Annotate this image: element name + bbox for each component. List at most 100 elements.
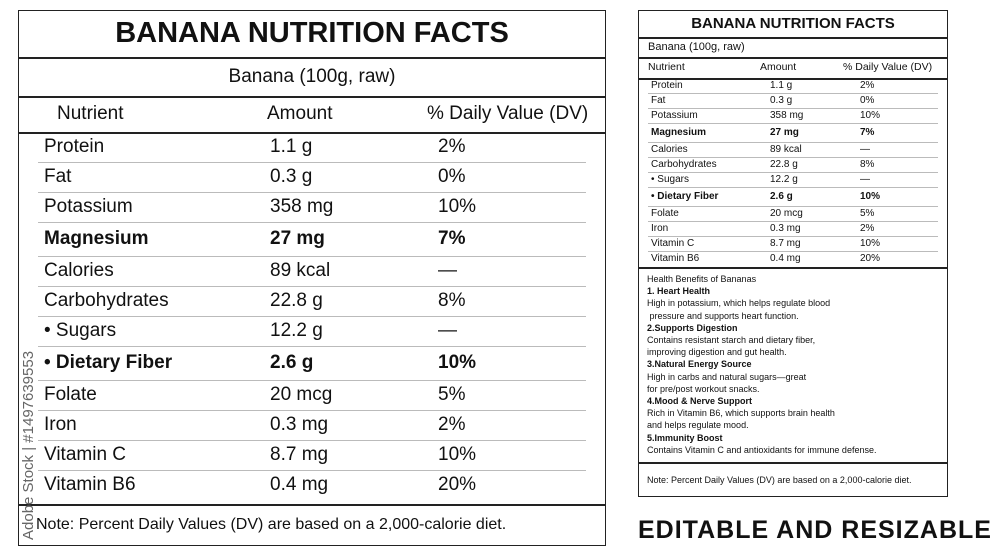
cell: 5% (438, 384, 466, 405)
caption: EDITABLE AND RESIZABLE (638, 516, 992, 544)
cell: 10% (438, 352, 477, 373)
cell: 358 mg (270, 196, 334, 217)
cell: Vitamin C (651, 238, 695, 249)
cell: 10% (860, 238, 881, 249)
benefit-text: Contains Vitamin C and antioxidants for … (647, 444, 877, 455)
cell: Vitamin B6 (651, 253, 700, 264)
cell: 8.7 mg (270, 444, 329, 465)
row-divider (38, 346, 586, 347)
row-divider (648, 123, 938, 124)
cell: 8% (860, 159, 875, 170)
cell: • Sugars (651, 174, 689, 185)
cell: 20% (860, 253, 881, 264)
cell: 7% (860, 127, 875, 138)
benefits-box (638, 268, 948, 463)
row-divider (648, 221, 938, 222)
note: Note: Percent Daily Values (DV) are base… (36, 516, 507, 533)
cell: • Dietary Fiber (651, 191, 719, 202)
cell: • Dietary Fiber (44, 352, 173, 373)
column-header: % Daily Value (DV) (843, 61, 933, 73)
row-divider (38, 380, 586, 381)
benefit-text: 1. Heart Health (647, 286, 711, 297)
label-title: BANANA NUTRITION FACTS (691, 15, 895, 32)
cell: 27 mg (770, 127, 799, 138)
cell: Potassium (651, 110, 698, 121)
row-divider (38, 222, 586, 223)
cell: 2% (860, 223, 875, 234)
cell: Potassium (44, 196, 133, 217)
benefit-text: High in carbs and natural sugars—great (647, 371, 807, 382)
cell: — (860, 174, 870, 185)
cell: 22.8 g (270, 290, 323, 311)
divider (18, 57, 606, 59)
cell: 2% (438, 414, 466, 435)
benefit-text: High in potassium, which helps regulate … (647, 298, 831, 309)
cell: Calories (651, 144, 688, 155)
cell: 22.8 g (770, 159, 798, 170)
row-divider (38, 162, 586, 163)
divider (18, 132, 606, 134)
row-divider (648, 157, 938, 158)
divider (18, 504, 606, 506)
cell: Protein (651, 80, 683, 91)
cell: 0.4 mg (270, 474, 329, 495)
cell: Calories (44, 260, 114, 281)
cell: Folate (651, 208, 679, 219)
note: Note: Percent Daily Values (DV) are base… (647, 475, 912, 485)
row-divider (648, 251, 938, 252)
cell: 0.3 mg (770, 223, 801, 234)
subtitle: Banana (100g, raw) (648, 41, 745, 53)
divider (638, 57, 948, 59)
cell: 2.6 g (270, 352, 314, 373)
divider (18, 96, 606, 98)
cell: Vitamin C (44, 444, 127, 465)
cell: Fat (651, 95, 666, 106)
cell: Iron (44, 414, 77, 435)
row-divider (648, 187, 938, 188)
cell: 10% (438, 444, 477, 465)
row-divider (648, 172, 938, 173)
cell: 2% (438, 136, 466, 157)
benefit-text: and helps regulate mood. (647, 420, 749, 431)
cell: 27 mg (270, 228, 325, 249)
benefit-text: Rich in Vitamin B6, which supports brain… (647, 408, 835, 419)
cell: — (438, 320, 457, 341)
row-divider (38, 440, 586, 441)
benefit-text: 3.Natural Energy Source (647, 359, 752, 370)
cell: Magnesium (44, 228, 149, 249)
cell: 89 kcal (270, 260, 331, 281)
benefit-text: improving digestion and gut health. (647, 347, 787, 358)
cell: 0.4 mg (770, 253, 801, 264)
benefit-text: 4.Mood & Nerve Support (647, 396, 753, 406)
benefit-text: Health Benefits of Bananas (647, 274, 757, 284)
row-divider (38, 470, 586, 471)
cell: Protein (44, 136, 105, 157)
label-box (18, 10, 606, 546)
benefit-text: Contains resistant starch and dietary fi… (647, 335, 816, 345)
cell: 358 mg (770, 110, 804, 121)
cell: 0.3 g (770, 95, 793, 106)
cell: 0% (860, 95, 875, 106)
column-header: Amount (760, 61, 797, 73)
cell: 12.2 g (270, 320, 323, 341)
label-title: BANANA NUTRITION FACTS (115, 17, 509, 49)
cell: Folate (44, 384, 97, 405)
divider (638, 37, 948, 39)
cell: 0.3 mg (270, 414, 329, 435)
note-box (638, 463, 948, 497)
benefit-text: pressure and supports heart function. (647, 310, 799, 321)
watermark: Adobe Stock | #1497639553 (20, 350, 37, 540)
column-header: Amount (267, 103, 333, 124)
cell: 89 kcal (770, 144, 802, 155)
benefit-text: 2.Supports Digestion (647, 322, 738, 333)
cell: Fat (44, 166, 72, 187)
row-divider (648, 108, 938, 109)
cell: — (438, 260, 457, 281)
row-divider (648, 93, 938, 94)
subtitle: Banana (100g, raw) (228, 66, 396, 87)
cell: 7% (438, 228, 466, 249)
cell: Magnesium (651, 127, 707, 138)
cell: 8% (438, 290, 466, 311)
cell: Iron (651, 223, 669, 234)
